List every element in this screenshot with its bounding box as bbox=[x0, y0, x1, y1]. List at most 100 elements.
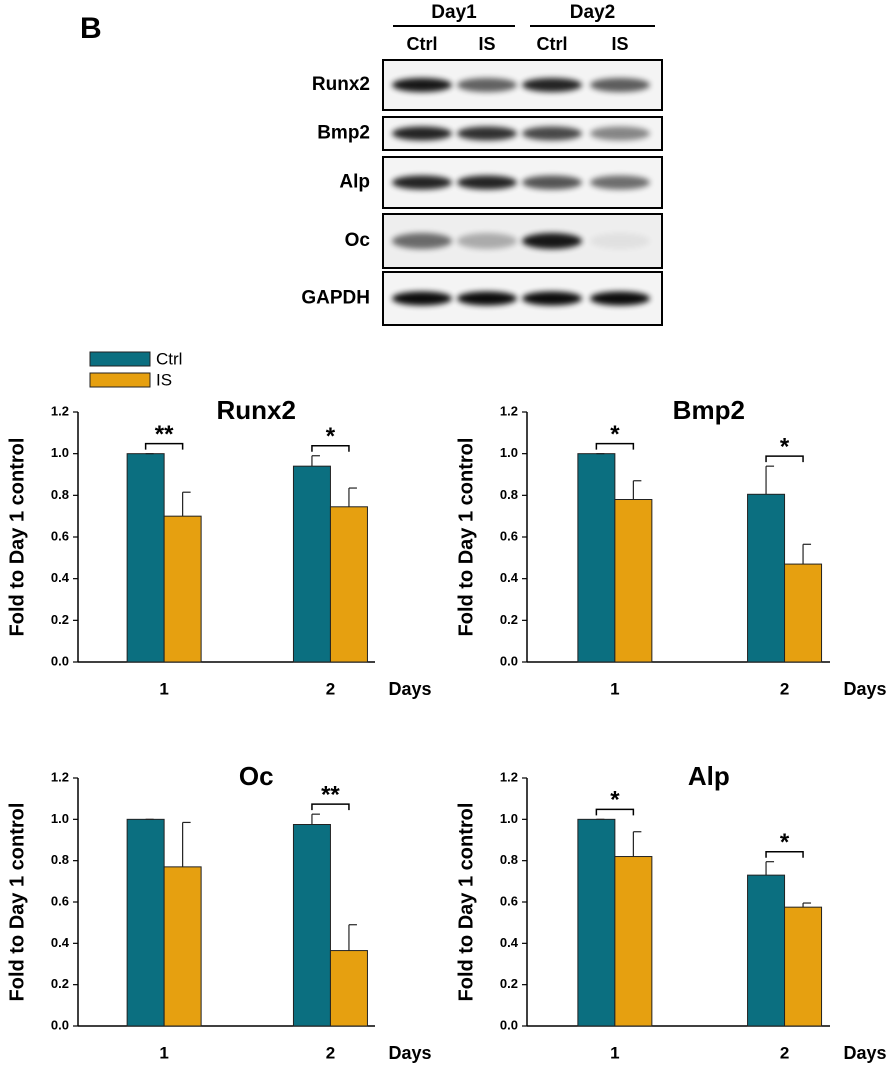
x-tick-label: 2 bbox=[780, 679, 789, 698]
y-tick-label: 1.2 bbox=[51, 403, 69, 418]
bar bbox=[784, 563, 823, 663]
x-tick-label: 2 bbox=[326, 679, 335, 698]
blot-band bbox=[457, 126, 517, 141]
x-tick-label: 1 bbox=[159, 679, 168, 698]
y-tick-label: 0.2 bbox=[500, 612, 518, 627]
bar bbox=[329, 506, 368, 663]
lane-label: IS bbox=[478, 34, 495, 54]
y-tick-label: 0.0 bbox=[51, 1017, 69, 1032]
blot-band bbox=[590, 233, 650, 249]
blot-row-label: Alp bbox=[339, 172, 370, 193]
y-tick-label: 0.4 bbox=[500, 570, 519, 585]
x-axis-label: Days bbox=[388, 679, 431, 699]
significance-bracket bbox=[595, 442, 635, 450]
chart-title: Alp bbox=[688, 761, 730, 791]
blot-band bbox=[522, 78, 582, 92]
blot-band bbox=[392, 175, 452, 190]
bar bbox=[329, 950, 368, 1027]
y-tick-label: 1.0 bbox=[500, 445, 518, 460]
blot-band bbox=[590, 291, 650, 306]
y-tick-label: 0.6 bbox=[500, 893, 518, 908]
blot-band bbox=[590, 126, 650, 141]
blot-band bbox=[457, 78, 517, 92]
bar bbox=[747, 493, 786, 663]
error-bar bbox=[802, 543, 812, 565]
legend-swatch bbox=[89, 372, 151, 388]
y-tick-label: 1.0 bbox=[51, 445, 69, 460]
significance-bracket bbox=[311, 445, 350, 452]
y-axis-label: Fold to Day 1 control bbox=[455, 438, 477, 637]
significance-bracket bbox=[765, 850, 804, 858]
bar bbox=[784, 906, 823, 1027]
error-bar bbox=[348, 924, 357, 951]
y-tick-label: 0.6 bbox=[51, 528, 69, 543]
error-bar bbox=[632, 480, 642, 500]
x-tick-label: 1 bbox=[610, 679, 619, 698]
blot-band bbox=[457, 233, 517, 249]
error-bar bbox=[348, 487, 357, 507]
bar bbox=[614, 856, 653, 1027]
y-tick-label: 1.0 bbox=[51, 811, 69, 826]
blot-band bbox=[522, 175, 582, 190]
lane-label: Ctrl bbox=[407, 34, 438, 54]
blot-band bbox=[392, 233, 452, 249]
y-tick-label: 0.2 bbox=[500, 976, 518, 991]
bar bbox=[577, 453, 616, 663]
significance-bracket bbox=[311, 803, 350, 811]
lane-label: IS bbox=[611, 34, 628, 54]
y-tick-label: 0.4 bbox=[51, 570, 70, 585]
y-tick-label: 0.6 bbox=[51, 893, 69, 908]
significance-bracket bbox=[144, 442, 184, 450]
bar bbox=[163, 866, 202, 1027]
x-tick-label: 2 bbox=[326, 1043, 335, 1062]
blot-band bbox=[522, 233, 582, 249]
x-tick-label: 1 bbox=[610, 1043, 619, 1062]
y-tick-label: 0.4 bbox=[500, 935, 519, 950]
significance-bracket bbox=[595, 808, 635, 816]
error-bar bbox=[765, 465, 775, 495]
significance-label: * bbox=[326, 423, 336, 450]
lane-label: Ctrl bbox=[537, 34, 568, 54]
blot-band bbox=[522, 291, 582, 306]
significance-label: * bbox=[780, 829, 790, 856]
chart-title: Runx2 bbox=[216, 395, 295, 425]
blot-band bbox=[590, 175, 650, 190]
y-tick-label: 0.2 bbox=[51, 612, 69, 627]
panel-label: B bbox=[80, 12, 102, 45]
y-axis-label: Fold to Day 1 control bbox=[455, 803, 477, 1002]
bar bbox=[292, 824, 331, 1027]
bar bbox=[163, 515, 202, 663]
blot-band bbox=[522, 126, 582, 141]
blot-row-label: Oc bbox=[345, 230, 371, 251]
legend-label: IS bbox=[156, 370, 172, 389]
y-tick-label: 0.8 bbox=[51, 852, 69, 867]
y-tick-label: 0.0 bbox=[500, 1017, 518, 1032]
y-tick-label: 1.2 bbox=[500, 769, 518, 784]
y-tick-label: 0.8 bbox=[51, 487, 69, 502]
blot-band bbox=[392, 78, 452, 92]
y-tick-label: 0.6 bbox=[500, 528, 518, 543]
bar bbox=[126, 818, 165, 1027]
significance-bracket bbox=[765, 455, 804, 463]
x-axis-label: Days bbox=[843, 679, 886, 699]
blot-row-label: GAPDH bbox=[301, 288, 370, 309]
error-bar bbox=[632, 831, 642, 857]
y-tick-label: 0.4 bbox=[51, 935, 70, 950]
x-axis-label: Days bbox=[388, 1043, 431, 1063]
bar bbox=[577, 818, 616, 1027]
error-bar bbox=[182, 491, 191, 517]
y-tick-label: 1.0 bbox=[500, 811, 518, 826]
bar bbox=[292, 465, 331, 663]
error-bar bbox=[765, 861, 775, 876]
chart-title: Oc bbox=[239, 761, 274, 791]
blot-band bbox=[457, 291, 517, 306]
blot-group-label: Day2 bbox=[570, 2, 615, 23]
legend-label: Ctrl bbox=[156, 349, 182, 368]
significance-label: * bbox=[780, 434, 790, 461]
blot-group-label: Day1 bbox=[431, 2, 477, 23]
significance-label: ** bbox=[321, 782, 340, 809]
blot-band bbox=[392, 291, 452, 306]
y-axis-label: Fold to Day 1 control bbox=[6, 438, 28, 637]
legend-swatch bbox=[89, 351, 151, 367]
